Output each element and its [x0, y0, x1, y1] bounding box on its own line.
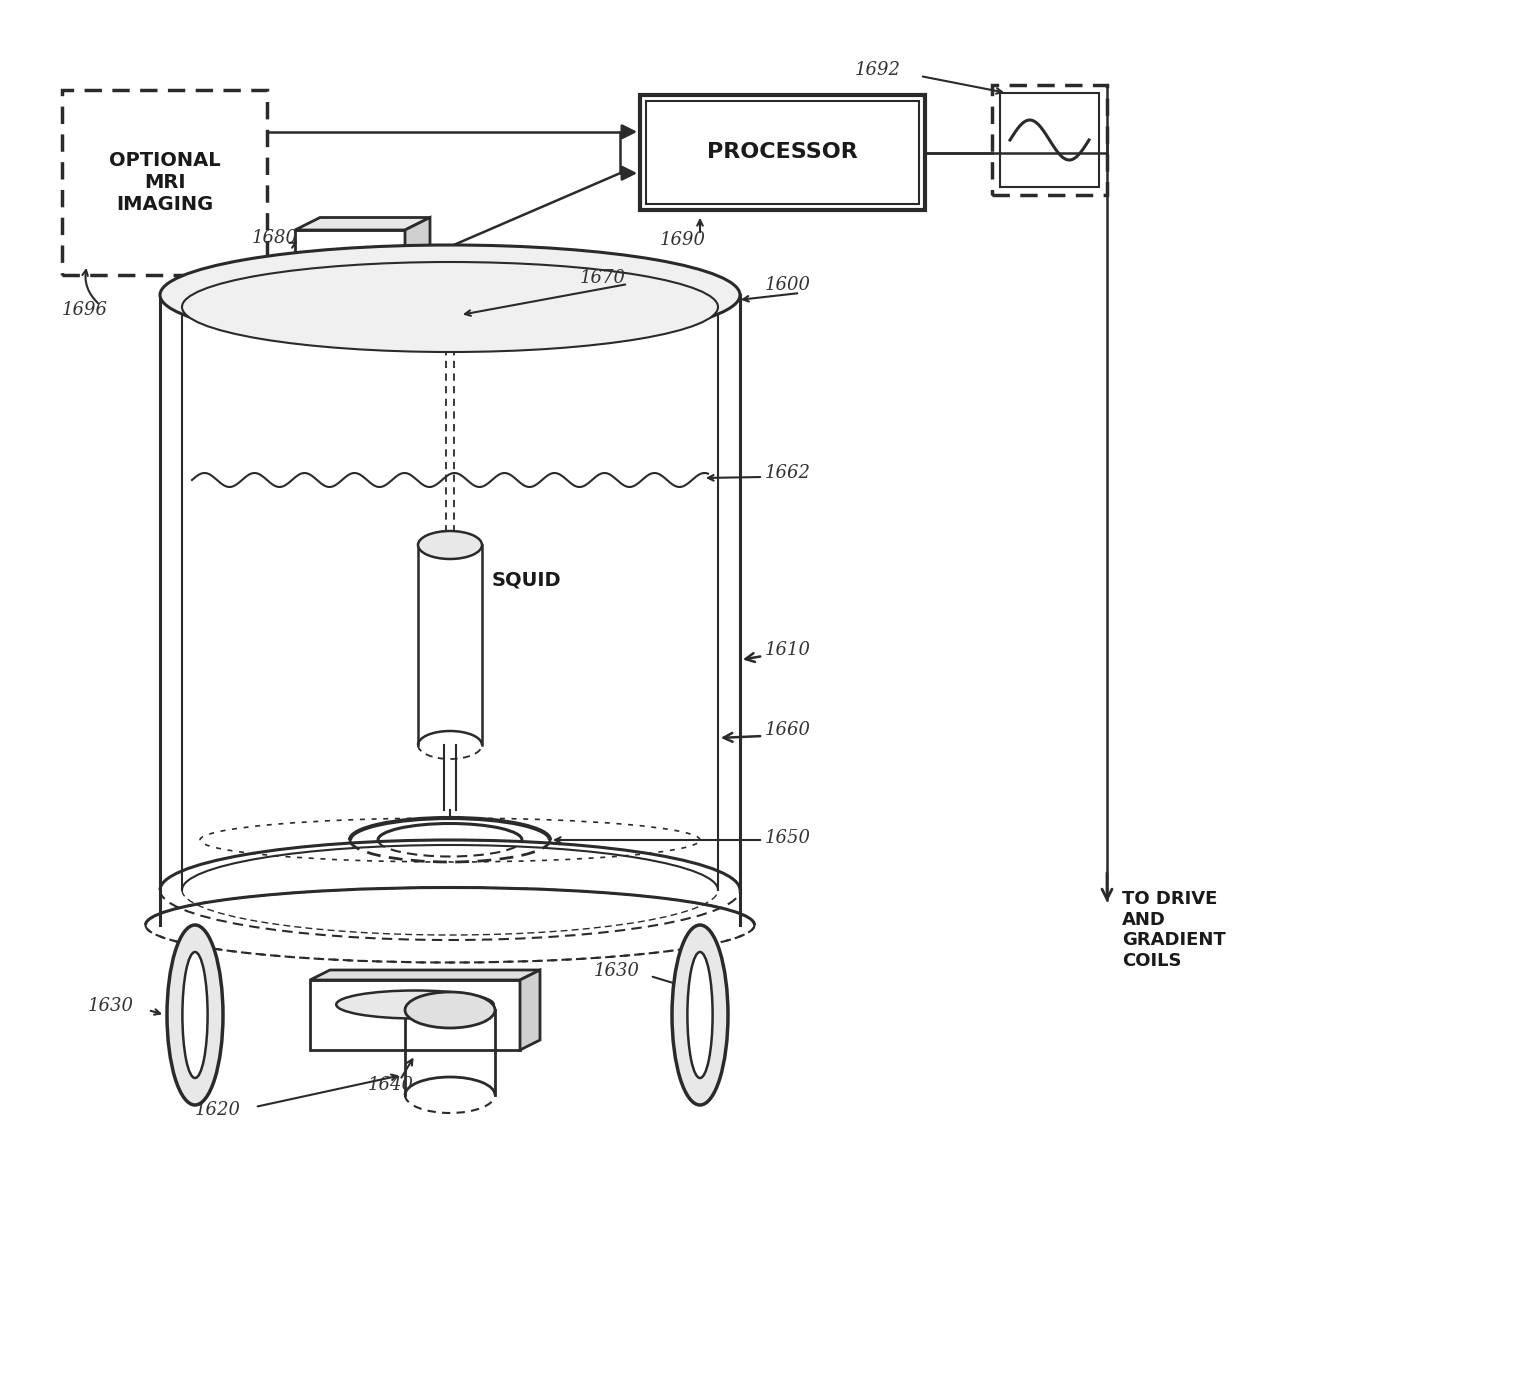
Ellipse shape — [672, 925, 729, 1104]
Text: 1650: 1650 — [766, 829, 811, 847]
Text: SQUID: SQUID — [491, 570, 562, 589]
Ellipse shape — [167, 925, 224, 1104]
Bar — [309, 980, 521, 1051]
Text: 1630: 1630 — [594, 963, 640, 980]
Bar — [640, 95, 925, 211]
Ellipse shape — [406, 991, 495, 1029]
Bar — [646, 101, 919, 204]
Polygon shape — [406, 218, 430, 310]
Text: 1630: 1630 — [87, 997, 135, 1015]
Text: 1610: 1610 — [766, 642, 811, 660]
Text: 1600: 1600 — [766, 275, 811, 295]
Text: 1640: 1640 — [367, 1075, 413, 1093]
Text: OPTIONAL
MRI
IMAGING: OPTIONAL MRI IMAGING — [109, 151, 220, 213]
Ellipse shape — [418, 532, 482, 559]
Text: 1692: 1692 — [854, 61, 902, 78]
Polygon shape — [295, 218, 430, 230]
Text: 1670: 1670 — [580, 269, 626, 286]
Bar — [992, 85, 1107, 196]
Text: 1690: 1690 — [660, 231, 706, 249]
Text: 1662: 1662 — [766, 464, 811, 482]
Text: 1660: 1660 — [766, 722, 811, 739]
Ellipse shape — [161, 245, 739, 346]
Ellipse shape — [182, 262, 718, 353]
Ellipse shape — [337, 990, 495, 1019]
Polygon shape — [521, 969, 540, 1051]
Text: 1620: 1620 — [194, 1102, 240, 1120]
Bar — [295, 230, 406, 310]
Bar — [61, 90, 266, 275]
Text: TO DRIVE
AND
GRADIENT
COILS: TO DRIVE AND GRADIENT COILS — [1122, 890, 1226, 971]
Bar — [1000, 94, 1099, 187]
Text: 1696: 1696 — [61, 302, 109, 319]
Ellipse shape — [687, 952, 712, 1078]
Text: 1680: 1680 — [253, 229, 299, 246]
Text: PROCESSOR: PROCESSOR — [707, 142, 857, 162]
Ellipse shape — [182, 952, 208, 1078]
Polygon shape — [309, 969, 540, 980]
